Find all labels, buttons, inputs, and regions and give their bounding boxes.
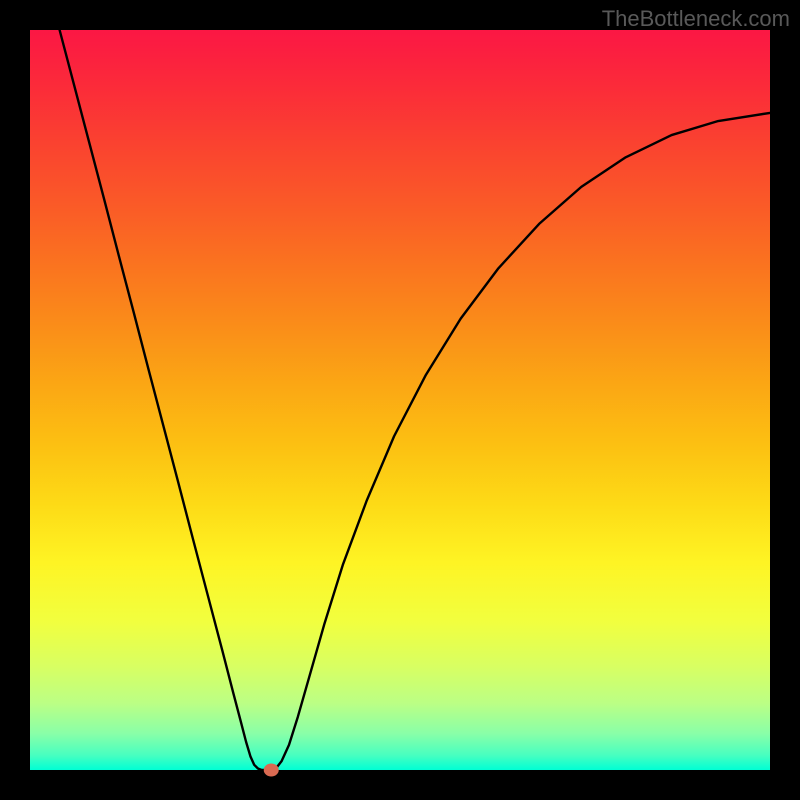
bottleneck-chart-svg: [0, 0, 800, 800]
chart-canvas: TheBottleneck.com: [0, 0, 800, 800]
watermark-text: TheBottleneck.com: [602, 6, 790, 32]
optimal-point-marker: [264, 764, 278, 776]
